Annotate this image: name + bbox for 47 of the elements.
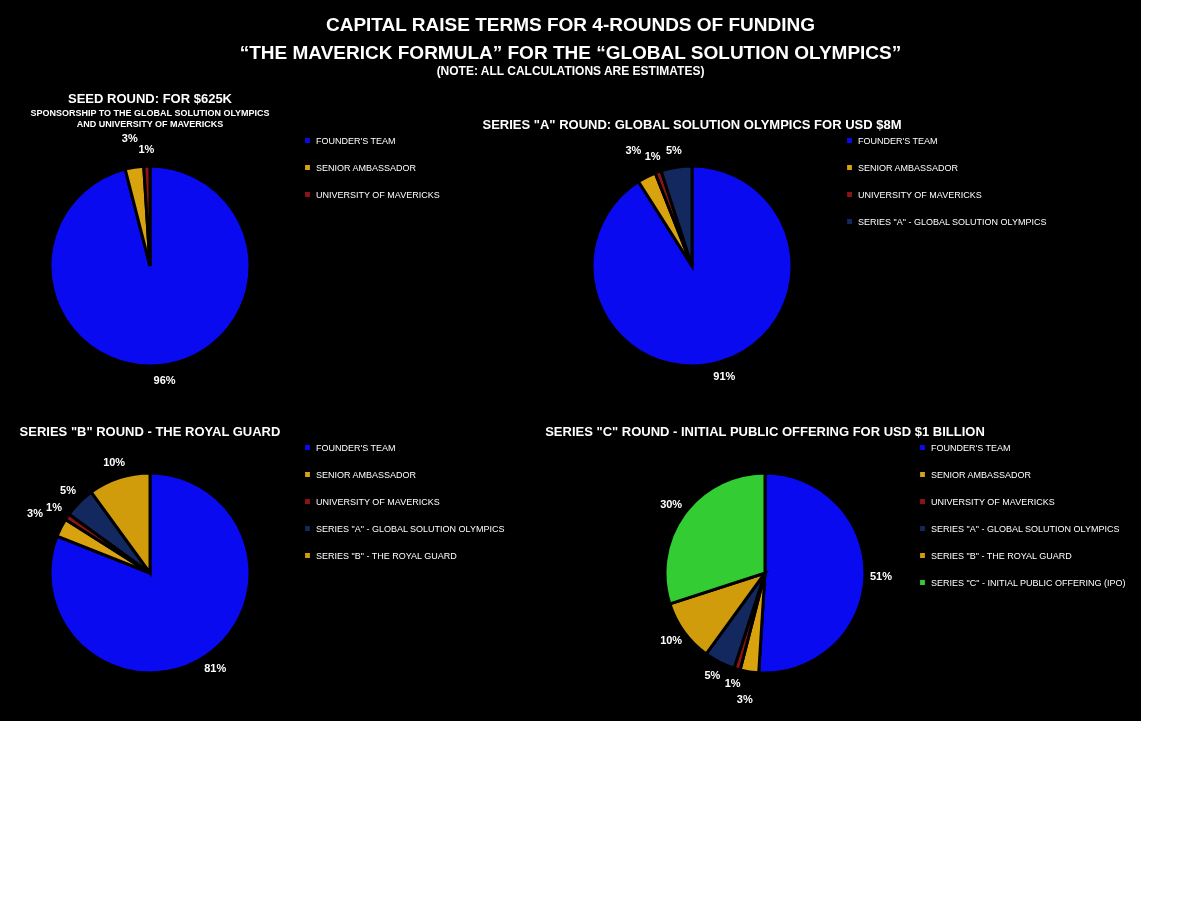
- chart-title: SERIES "B" ROUND - THE ROYAL GUARD: [19, 424, 281, 439]
- legend-label: FOUNDER'S TEAM: [316, 442, 396, 453]
- legend-label: SERIES "B" - THE ROYAL GUARD: [931, 550, 1073, 561]
- data-label: 1%: [46, 500, 63, 513]
- legend-label: SERIES "C" - INITIAL PUBLIC OFFERING (IPO): [931, 577, 1126, 588]
- data-label: 91%: [713, 370, 736, 383]
- chart-subtitle: SPONSORSHIP TO THE GLOBAL SOLUTION OLYMPICS AND UNIVERSITY OF MAVERICKS: [30, 107, 270, 129]
- data-label: 1%: [138, 143, 155, 156]
- legend-label: FOUNDER'S TEAM: [858, 135, 938, 146]
- legend-label: FOUNDER'S TEAM: [931, 442, 1011, 453]
- legend-label: SERIES "A" - GLOBAL SOLUTION OLYMPICS: [858, 216, 1047, 227]
- data-label: 81%: [204, 661, 227, 674]
- data-label: 1%: [724, 677, 741, 690]
- legend-label: UNIVERSITY OF MAVERICKS: [316, 189, 440, 200]
- legend-label: UNIVERSITY OF MAVERICKS: [858, 189, 982, 200]
- text: (NOTE: ALL CALCULATIONS ARE ESTIMATES): [436, 63, 705, 78]
- chart-title: SEED ROUND: FOR $625K: [68, 90, 233, 106]
- data-label: 10%: [660, 634, 683, 647]
- data-label: 5%: [60, 483, 77, 496]
- text: CAPITAL RAISE TERMS FOR 4-ROUNDS OF FUNDING: [325, 13, 816, 35]
- data-label: 3%: [736, 693, 753, 706]
- data-label: 3%: [27, 507, 44, 520]
- legend-label: UNIVERSITY OF MAVERICKS: [931, 496, 1055, 507]
- legend-label: SENIOR AMBASSADOR: [316, 162, 417, 173]
- pie-slice: [590, 164, 794, 368]
- chart-title: SERIES "C" ROUND - INITIAL PUBLIC OFFERING FOR USD $1 BILLION: [545, 424, 985, 439]
- data-label: 5%: [704, 669, 721, 682]
- legend-label: SERIES "A" - GLOBAL SOLUTION OLYMPICS: [931, 523, 1120, 534]
- data-label: 51%: [869, 569, 893, 582]
- data-label: 1%: [644, 149, 661, 162]
- legend-label: SERIES "A" - GLOBAL SOLUTION OLYMPICS: [316, 523, 505, 534]
- legend-label: SENIOR AMBASSADOR: [931, 469, 1032, 480]
- legend-label: UNIVERSITY OF MAVERICKS: [316, 496, 440, 507]
- data-label: 3%: [121, 131, 138, 144]
- text: “THE MAVERICK FORMULA” FOR THE “GLOBAL SOLUTION OLYMPICS”: [239, 41, 902, 63]
- legend-label: SENIOR AMBASSADOR: [858, 162, 959, 173]
- legend-label: SERIES "B" - THE ROYAL GUARD: [316, 550, 458, 561]
- legend-label: FOUNDER'S TEAM: [316, 135, 396, 146]
- legend-label: SENIOR AMBASSADOR: [316, 469, 417, 480]
- chart-title: SERIES "A" ROUND: GLOBAL SOLUTION OLYMPICS FOR USD $8M: [482, 117, 902, 132]
- data-label: 96%: [153, 374, 176, 387]
- data-label: 30%: [660, 497, 683, 510]
- data-label: 3%: [625, 144, 642, 157]
- pie-slice: [48, 471, 252, 675]
- data-label: 10%: [103, 455, 126, 468]
- pie-slice: [48, 164, 252, 368]
- data-label: 5%: [665, 144, 683, 157]
